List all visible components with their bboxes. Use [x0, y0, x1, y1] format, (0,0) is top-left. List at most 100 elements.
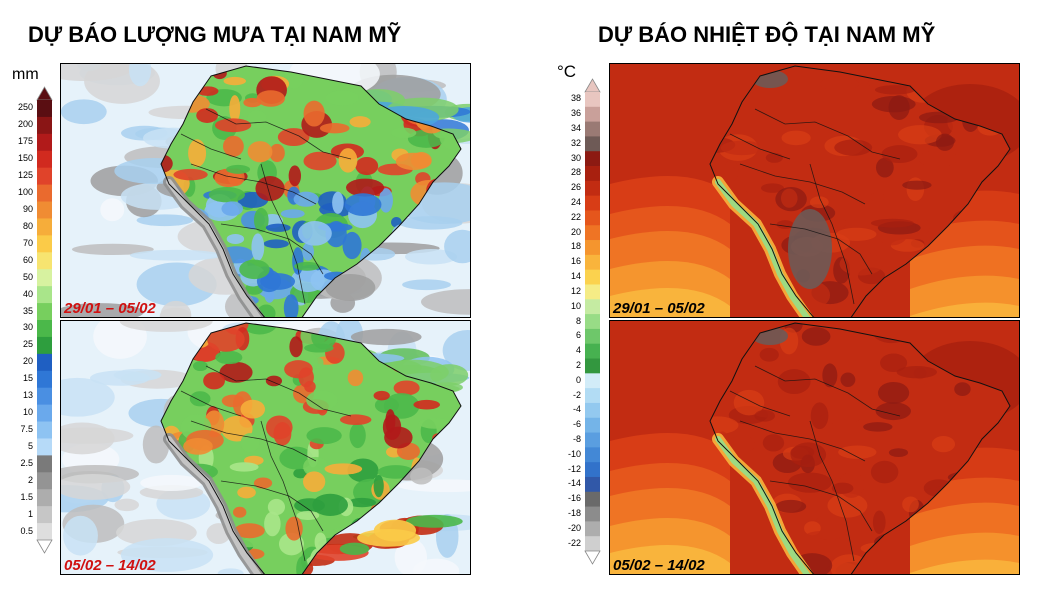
- temperature-scale-label: -6: [572, 419, 581, 430]
- country-border: [260, 420, 306, 562]
- rain-unit-label: mm: [12, 66, 39, 83]
- temperature-scale-label: 0: [575, 374, 581, 385]
- andes-ridge-core: [166, 179, 262, 317]
- land-temperature-blob: [863, 422, 893, 432]
- temperature-scale-label: 8: [575, 315, 581, 326]
- temperature-colorbar-segment: [585, 491, 600, 507]
- land-temperature-blob: [875, 402, 911, 421]
- triangle-down-icon: [36, 539, 53, 554]
- ocean-precip-blob: [350, 328, 422, 346]
- temperature-colorbar-segment: [585, 151, 600, 167]
- frontal-rain-band: [405, 514, 463, 528]
- temperature-scale-label: -16: [567, 493, 581, 504]
- ocean-precip-blob: [61, 422, 115, 455]
- land-precip-blob: [229, 462, 259, 472]
- rain-colorbar-segment: [37, 286, 52, 304]
- triangle-up-icon: [36, 86, 53, 101]
- ocean-precip-blob: [119, 321, 213, 332]
- land-temperature-blob: [809, 196, 829, 209]
- country-border: [809, 163, 855, 305]
- rain-scale-label: 40: [22, 288, 33, 299]
- rain-colorbar-segment: [37, 184, 52, 202]
- land-precip-blob: [391, 127, 417, 139]
- land-temperature-blob: [896, 366, 937, 379]
- land-temperature-blob: [781, 130, 811, 146]
- land-precip-blob: [338, 148, 358, 173]
- land-temperature-blob: [877, 381, 910, 404]
- ocean-precip-blob: [71, 243, 154, 256]
- land-precip-blob: [215, 350, 243, 365]
- land-temperature-blob: [874, 85, 916, 95]
- rain-scale-label: 13: [22, 390, 33, 401]
- temperature-map-week1: 29/01 – 05/02: [609, 63, 1020, 318]
- rain-colorbar-segment: [37, 269, 52, 287]
- temperature-forecast-title: DỰ BÁO NHIỆT ĐỘ TẠI NAM MỸ: [598, 22, 936, 47]
- land-temperature-blob: [777, 369, 811, 395]
- land-temperature-blob: [820, 76, 860, 91]
- land-precip-blob: [304, 343, 334, 353]
- ocean-precip-blob: [61, 303, 144, 317]
- temperature-colorbar-segment: [585, 388, 600, 404]
- land-precip-blob: [239, 259, 270, 280]
- temperature-scale-label: -18: [567, 507, 581, 518]
- land-temperature-blob: [810, 402, 829, 430]
- ocean-precip-blob: [394, 538, 428, 574]
- land-temperature-blob: [839, 252, 884, 276]
- temperature-map-week2: 05/02 – 14/02: [609, 320, 1020, 575]
- land-temperature-blob: [888, 448, 909, 458]
- ocean-precip-blob: [113, 368, 162, 382]
- land-temperature-blob: [806, 530, 847, 540]
- country-border: [754, 365, 901, 417]
- rain-colorbar-segment: [37, 320, 52, 338]
- rain-colorbar-svg: [36, 86, 53, 554]
- temperature-scale-label: -20: [567, 522, 581, 533]
- land-temperature-blob: [831, 482, 854, 494]
- rain-colorbar-segment: [37, 353, 52, 372]
- temperature-scale-label: -10: [567, 448, 581, 459]
- land-precip-blob: [280, 209, 305, 219]
- andes-ridge-core: [715, 179, 811, 317]
- temperature-scale-label: 30: [570, 152, 581, 163]
- country-border: [769, 480, 873, 532]
- ocean-precip-blob: [61, 473, 131, 500]
- land-precip-blob: [256, 304, 276, 317]
- ocean-precip-blob: [142, 425, 170, 464]
- land-precip-blob: [306, 427, 342, 445]
- temperature-scale-label: -14: [567, 478, 581, 489]
- land-precip-blob: [208, 187, 246, 203]
- rain-colorbar-segment: [37, 506, 52, 524]
- land-temperature-blob: [822, 363, 838, 388]
- temperature-colorbar-segment: [585, 314, 600, 330]
- land-precip-blob: [219, 361, 253, 383]
- coastline: [160, 65, 462, 317]
- land-precip-blob: [226, 233, 245, 244]
- land-temperature-blob: [888, 95, 910, 121]
- country-border: [180, 390, 242, 417]
- land-temperature-blob: [754, 409, 775, 422]
- land-precip-blob: [226, 164, 251, 174]
- temperature-scale-label: 12: [570, 285, 581, 296]
- land-precip-blob: [284, 360, 313, 379]
- temperature-colorbar-segment: [585, 373, 600, 389]
- land-precip-blob: [265, 223, 291, 232]
- country-border: [260, 163, 306, 305]
- land-precip-blob: [253, 207, 269, 233]
- land-temperature-blob: [820, 411, 861, 425]
- ocean-precip-blob: [410, 467, 433, 485]
- temperature-period-label-week2: 05/02 – 14/02: [613, 557, 705, 574]
- rain-scale-label: 200: [17, 119, 33, 130]
- land-temperature-blob: [733, 389, 765, 416]
- temperature-colorbar-segment: [585, 328, 600, 345]
- land-precip-blob: [283, 294, 299, 317]
- land-precip-blob: [267, 498, 286, 516]
- rain-colorbar-segment: [37, 100, 52, 118]
- land-temperature-blob: [765, 152, 783, 163]
- ocean-precip-blob: [402, 279, 451, 291]
- land-precip-blob: [237, 486, 256, 499]
- rain-scale-label: 80: [22, 220, 33, 231]
- land-precip-blob: [349, 422, 366, 449]
- land-temperature-blob: [834, 139, 873, 156]
- triangle-up-icon: [584, 78, 601, 93]
- rain-scale-label: 1.5: [20, 491, 33, 502]
- rain-scale-label: 0.5: [20, 525, 33, 536]
